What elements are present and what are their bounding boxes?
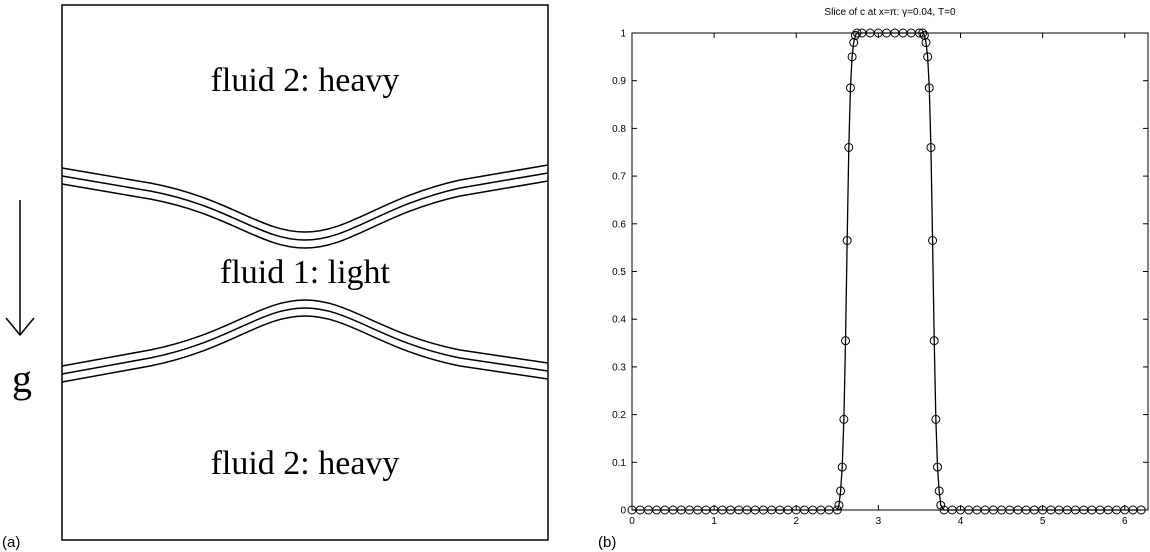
y-tick-label: 0.6 xyxy=(612,219,626,230)
region-label: fluid 1: light xyxy=(220,254,391,291)
data-point xyxy=(931,414,941,424)
x-tick-label: 0 xyxy=(629,516,635,527)
data-point xyxy=(919,30,929,40)
region-label: fluid 2: heavy xyxy=(211,445,400,482)
y-tick-label: 0 xyxy=(620,506,626,517)
y-tick-label: 0.1 xyxy=(612,458,626,469)
data-point xyxy=(918,28,928,38)
data-point xyxy=(929,336,939,346)
y-tick-label: 0.9 xyxy=(612,76,626,87)
data-point xyxy=(849,38,859,48)
gravity-arrowhead xyxy=(5,317,35,337)
data-point xyxy=(839,414,849,424)
region-label: fluid 2: heavy xyxy=(211,62,400,99)
y-tick-label: 1 xyxy=(620,29,626,40)
data-point xyxy=(844,142,854,152)
panel-a xyxy=(5,4,549,541)
data-point xyxy=(921,38,931,48)
gravity-label: g xyxy=(12,356,32,401)
x-tick-label: 5 xyxy=(1040,516,1046,527)
data-point xyxy=(936,500,946,510)
data-point xyxy=(934,486,944,496)
data-point xyxy=(845,83,855,93)
series-line xyxy=(632,32,1142,511)
data-point xyxy=(923,52,933,62)
interface-line xyxy=(61,315,549,383)
x-tick-label: 1 xyxy=(711,516,717,527)
data-point xyxy=(842,235,852,245)
data-point xyxy=(850,30,860,40)
data-point xyxy=(852,28,862,38)
data-point xyxy=(926,142,936,152)
data-point xyxy=(933,462,943,472)
chart: Slice of c at x=π: γ=0.04, T=0 0 0.1 0.2 0.3… xyxy=(612,7,1149,527)
data-point xyxy=(1136,505,1146,515)
y-tick-label: 0.2 xyxy=(612,410,626,421)
y-tick-label: 0.8 xyxy=(612,124,626,135)
data-point xyxy=(837,462,847,472)
interface-line xyxy=(61,172,549,241)
x-tick-label: 4 xyxy=(958,516,964,527)
data-point xyxy=(836,486,846,496)
data-point xyxy=(832,505,842,515)
y-tick-label: 0.4 xyxy=(612,315,626,326)
y-tick-label: 0.5 xyxy=(612,267,626,278)
panel-label: (b) xyxy=(598,534,616,551)
interface-line xyxy=(61,180,549,249)
plot-frame xyxy=(631,32,1149,511)
panel-label: (a) xyxy=(2,534,20,551)
y-tick-label: 0.7 xyxy=(612,172,626,183)
interface-line xyxy=(61,164,549,233)
data-point xyxy=(914,28,924,38)
domain-box xyxy=(61,4,549,541)
x-tick-label: 2 xyxy=(793,516,799,527)
y-tick-label: 0.3 xyxy=(612,362,626,373)
interface-line xyxy=(61,299,549,367)
chart-title: Slice of c at x=π: γ=0.04, T=0 xyxy=(824,7,956,18)
x-tick-label: 3 xyxy=(876,516,882,527)
data-point xyxy=(834,500,844,510)
data-point xyxy=(847,52,857,62)
data-point xyxy=(924,83,934,93)
data-point xyxy=(928,235,938,245)
x-tick-label: 6 xyxy=(1122,516,1128,527)
interface-line xyxy=(61,307,549,375)
data-point xyxy=(841,336,851,346)
